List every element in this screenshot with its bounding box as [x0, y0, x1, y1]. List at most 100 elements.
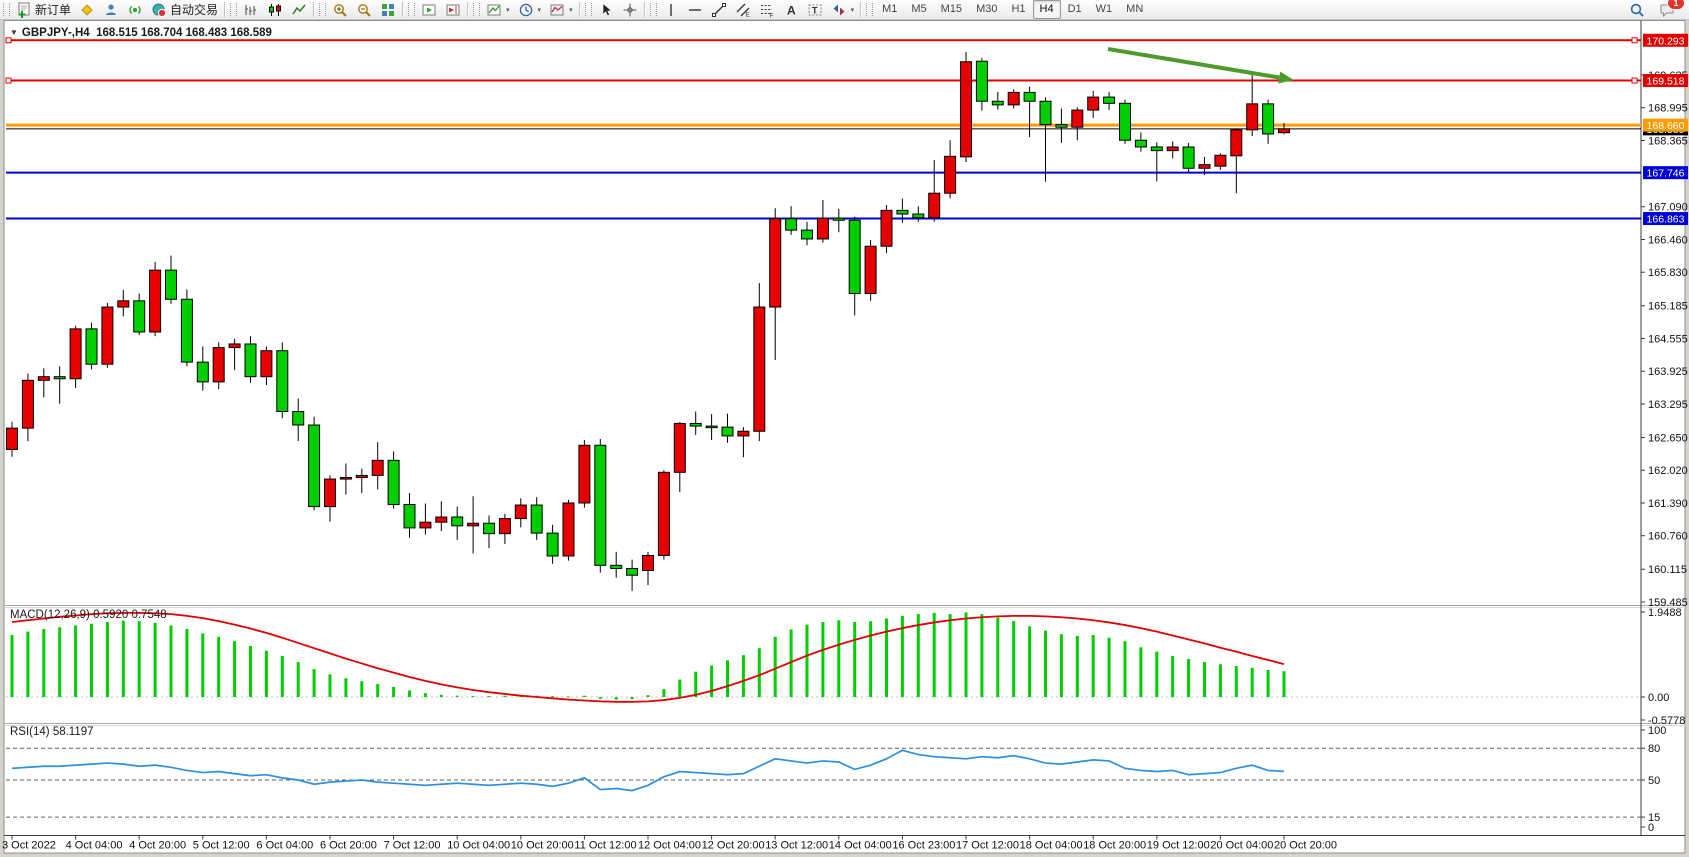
toolbar-grip[interactable]: [3, 3, 10, 16]
toolbar-separator: [860, 2, 862, 17]
notification-badge: 1: [1667, 0, 1685, 10]
pane-separators[interactable]: [4, 605, 1685, 726]
horizontal-level-lines[interactable]: [5, 37, 1641, 220]
svg-text:166.460: 166.460: [1648, 234, 1688, 246]
svg-text:19 Oct 12:00: 19 Oct 12:00: [1147, 840, 1210, 852]
chart-window[interactable]: 169.625168.995168.365167.090166.460165.8…: [0, 20, 1689, 857]
svg-text:0.00: 0.00: [1648, 692, 1669, 704]
timeframe-m5-button[interactable]: M5: [911, 3, 927, 15]
toolbar-separator: [224, 2, 226, 17]
toolbar-grip[interactable]: [408, 3, 416, 16]
mql-icon: [81, 3, 93, 16]
bar-chart-button[interactable]: [239, 0, 263, 19]
line-chart-button[interactable]: [287, 0, 311, 19]
signal-icon: [129, 5, 141, 14]
cursor-button[interactable]: [594, 0, 618, 19]
chart-shift-button[interactable]: [441, 0, 465, 19]
profile-icon: [106, 3, 117, 15]
toolbar-separator: [467, 2, 469, 17]
periods-button[interactable]: ▾: [514, 0, 546, 19]
svg-text:163.295: 163.295: [1648, 399, 1688, 411]
channel-button[interactable]: E: [731, 0, 755, 19]
svg-text:166.863: 166.863: [1647, 214, 1685, 226]
timeframe-mn-button[interactable]: MN: [1126, 3, 1144, 15]
indicators-button[interactable]: ▾: [482, 0, 514, 19]
objects-group: ▾ ▾ ▾: [470, 0, 577, 19]
svg-text:20 Oct 04:00: 20 Oct 04:00: [1210, 840, 1273, 852]
svg-text:167.746: 167.746: [1647, 168, 1685, 180]
rsi-line: [11, 749, 1285, 792]
svg-text:164.555: 164.555: [1648, 333, 1688, 345]
timeframe-m15-button[interactable]: M15: [940, 3, 963, 15]
signals-button[interactable]: [123, 0, 147, 19]
zoom-in-button[interactable]: [328, 0, 352, 19]
profile-button[interactable]: [99, 0, 123, 19]
trendline-button[interactable]: [707, 0, 731, 19]
channel-icon: E: [736, 3, 750, 18]
chart-bars-icon: [245, 4, 257, 15]
svg-text:A: A: [787, 3, 796, 17]
horizontal-line-button[interactable]: [683, 0, 707, 19]
candle-chart-button[interactable]: [263, 0, 287, 19]
crosshair-icon: [623, 3, 637, 16]
timeframe-w1-button[interactable]: W1: [1095, 3, 1113, 15]
svg-text:12 Oct 20:00: 12 Oct 20:00: [702, 840, 765, 852]
tile-windows-button[interactable]: [376, 0, 400, 19]
chat-button[interactable]: 1: [1655, 0, 1685, 19]
svg-text:0: 0: [1648, 822, 1654, 834]
svg-text:11 Oct 12:00: 11 Oct 12:00: [574, 840, 636, 852]
dropdown-caret-icon[interactable]: ▾: [506, 6, 510, 14]
text-button[interactable]: A: [779, 0, 803, 19]
toolbar-grip[interactable]: [649, 3, 657, 16]
toolbar-grip[interactable]: [319, 3, 327, 16]
timeframe-h4-button[interactable]: H4: [1032, 0, 1061, 19]
fibonacci-button[interactable]: F: [755, 0, 779, 19]
zoom-group: [316, 0, 400, 19]
toolbar-grip[interactable]: [473, 3, 481, 16]
svg-text:161.390: 161.390: [1648, 498, 1688, 510]
mql-button[interactable]: [75, 0, 99, 19]
cursor-icon: [602, 2, 612, 16]
chart-candles-icon: [269, 3, 282, 16]
svg-text:168.660: 168.660: [1647, 120, 1685, 132]
timeframe-d1-button[interactable]: D1: [1067, 3, 1082, 15]
trend-arrow-annotation[interactable]: [1107, 47, 1294, 84]
toolbar-grip[interactable]: [866, 3, 874, 16]
dropdown-caret-icon[interactable]: ▾: [569, 6, 573, 14]
arrows-button[interactable]: ▾: [827, 0, 859, 19]
drawing-group: E F A T ▾: [647, 0, 859, 19]
templates-button[interactable]: ▾: [545, 0, 577, 19]
level-price-label-166.863: 166.863: [1643, 212, 1688, 226]
dropdown-caret-icon[interactable]: ▾: [850, 6, 855, 14]
vertical-line-button[interactable]: [659, 0, 683, 19]
trading-group: 新订单 自动交易: [0, 0, 222, 19]
svg-text:162.650: 162.650: [1648, 432, 1688, 444]
toolbar-grip[interactable]: [584, 3, 592, 16]
svg-text:20 Oct 20:00: 20 Oct 20:00: [1274, 840, 1337, 852]
crosshair-button[interactable]: [618, 0, 642, 19]
new-order-button[interactable]: 新订单: [12, 0, 75, 19]
timeframe-m30-button[interactable]: M30: [976, 3, 998, 15]
text-label-button[interactable]: T: [803, 0, 827, 19]
svg-text:50: 50: [1648, 775, 1660, 787]
cursor-group: [582, 0, 642, 19]
timeframe-h1-button[interactable]: H1: [1011, 3, 1026, 15]
svg-text:14 Oct 04:00: 14 Oct 04:00: [829, 840, 892, 852]
svg-text:165.185: 165.185: [1648, 301, 1688, 313]
svg-text:160.760: 160.760: [1648, 531, 1688, 543]
periods-icon: [519, 3, 532, 16]
zoom-out-button[interactable]: [352, 0, 376, 19]
svg-text:12 Oct 04:00: 12 Oct 04:00: [638, 840, 701, 852]
timeframe-m1-button[interactable]: M1: [882, 3, 898, 15]
search-button[interactable]: [1625, 0, 1649, 19]
svg-text:162.020: 162.020: [1648, 465, 1688, 477]
toolbar-grip[interactable]: [230, 3, 238, 16]
dropdown-caret-icon[interactable]: ▾: [537, 6, 542, 14]
svg-text:4 Oct 20:00: 4 Oct 20:00: [129, 840, 186, 852]
level-price-label-170.293: 170.293: [1643, 33, 1688, 47]
svg-text:F: F: [769, 12, 773, 18]
autotrading-button[interactable]: 自动交易: [147, 0, 222, 19]
price-chart-canvas[interactable]: 169.625168.995168.365167.090166.460165.8…: [0, 20, 1689, 857]
svg-text:3 Oct 2022: 3 Oct 2022: [2, 840, 56, 852]
auto-scroll-button[interactable]: [417, 0, 441, 19]
